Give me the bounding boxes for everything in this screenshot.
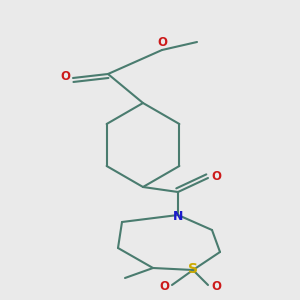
Text: O: O: [211, 280, 221, 293]
Text: S: S: [188, 262, 198, 276]
Text: O: O: [211, 169, 221, 182]
Text: O: O: [60, 70, 70, 83]
Text: O: O: [159, 280, 169, 293]
Text: O: O: [157, 35, 167, 49]
Text: N: N: [173, 209, 183, 223]
